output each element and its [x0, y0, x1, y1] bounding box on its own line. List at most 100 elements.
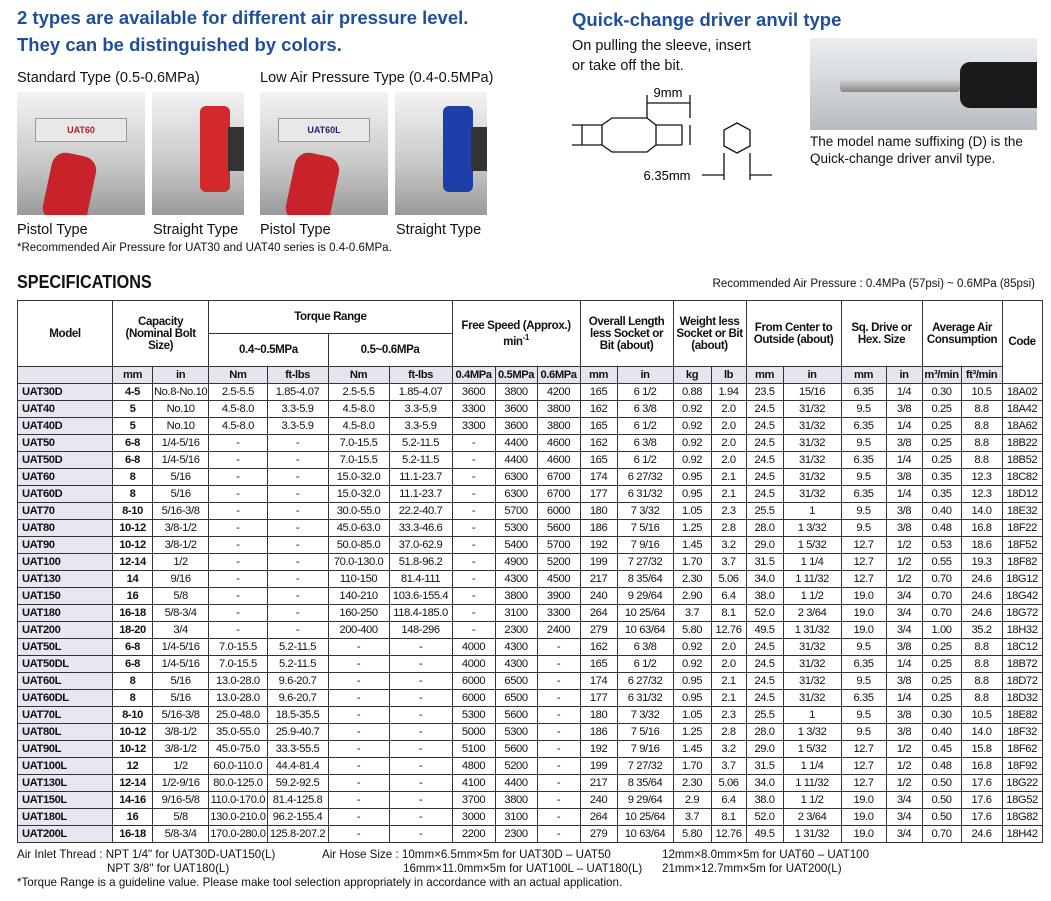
- cell: 165: [579, 655, 618, 673]
- cell: 6000: [451, 672, 496, 690]
- cell: 8.8: [960, 451, 1003, 469]
- cell: -: [451, 553, 496, 571]
- cell: 0.70: [921, 587, 962, 605]
- cell: 9.6-20.7: [266, 689, 329, 707]
- cell: 2.9: [672, 791, 712, 809]
- photo-anvil: [810, 38, 1037, 130]
- row: UAT100L 12 1/2 60.0-110.0 44.4-81.4- -4800 520…: [17, 757, 1043, 775]
- cell: 23.5: [745, 383, 784, 401]
- cell: 10-12: [112, 519, 153, 537]
- cell: 70.0-130.0: [327, 553, 390, 571]
- cell: 2.5-5.5: [208, 383, 268, 401]
- cell: -: [266, 502, 329, 520]
- cell: 4300: [494, 570, 538, 588]
- cell: 9.5: [840, 519, 887, 537]
- cell: 38.0: [745, 587, 784, 605]
- cell: 7.0-15.5: [327, 451, 390, 469]
- cell: 5300: [494, 519, 538, 537]
- cell: 1/4-5/16: [151, 451, 210, 469]
- cell: 110.0-170.0: [208, 791, 268, 809]
- cell: 5.80: [672, 621, 712, 639]
- cell: 0.25: [921, 689, 962, 707]
- cell: 5.2-11.5: [388, 451, 453, 469]
- cell: 3/8-1/2: [151, 723, 210, 741]
- cell: 18-20: [112, 621, 153, 639]
- cell: 24.5: [745, 468, 784, 486]
- cell: -: [451, 519, 496, 537]
- row: UAT180L 16 5/8 130.0-210.0 96.2-155.4- -3000 3…: [17, 808, 1043, 826]
- cell: 52.0: [745, 604, 784, 622]
- cell: 38.0: [745, 791, 784, 809]
- photo-pistol: UAT60L: [260, 92, 388, 215]
- cell: 18F32: [1001, 723, 1043, 741]
- cell: 24.5: [745, 672, 784, 690]
- cell: 170.0-280.0: [208, 825, 268, 843]
- cell: 3600: [494, 417, 538, 435]
- row: UAT90 10-12 3/8-1/2- -50.0-85.0 37.0-62.9-54…: [17, 536, 1043, 554]
- anvil-note: The model name suffixing (D) is the: [810, 134, 1023, 149]
- cell: 13.0-28.0: [208, 689, 268, 707]
- cell: 31/32: [782, 672, 842, 690]
- cell: 12.7: [840, 553, 887, 571]
- cell: 3.2: [710, 536, 747, 554]
- cell: 1.85-4.07: [388, 383, 453, 401]
- cell: 0.50: [921, 791, 962, 809]
- cell: 165: [579, 417, 618, 435]
- cell: 10-12: [112, 723, 153, 741]
- cell: 1 31/32: [782, 621, 842, 639]
- cell: -: [266, 621, 329, 639]
- cell: UAT50DL: [17, 655, 113, 673]
- cell: 18B72: [1001, 655, 1043, 673]
- cell: 4000: [451, 655, 496, 673]
- cell: UAT60: [17, 468, 113, 486]
- cell: 1 1/4: [782, 553, 842, 571]
- cell: 14-16: [112, 791, 153, 809]
- cell: -: [536, 638, 581, 656]
- cell: 7 3/32: [616, 502, 674, 520]
- cell: 3700: [451, 791, 496, 809]
- cell: 5300: [451, 706, 496, 724]
- cell: 1/2: [151, 553, 210, 571]
- cell: -: [451, 468, 496, 486]
- row: UAT60D 8 5/16- -15.0-32.0 11.1-23.7-6300 6700…: [17, 485, 1043, 503]
- cell: 12.7: [840, 740, 887, 758]
- photo-straight: [152, 92, 244, 215]
- cell: 8.8: [960, 434, 1003, 452]
- cell: 18.5-35.5: [266, 706, 329, 724]
- cell: 199: [579, 757, 618, 775]
- cell: 2.1: [710, 468, 747, 486]
- cell: 2.0: [710, 434, 747, 452]
- cell: 15/16: [782, 383, 842, 401]
- photo-label: UAT60L: [278, 118, 370, 142]
- cell: -: [208, 604, 268, 622]
- unit-cell: mm: [745, 366, 784, 384]
- unit-cell: in: [782, 366, 842, 384]
- grip: [40, 150, 99, 215]
- cell: 22.2-40.7: [388, 502, 453, 520]
- cell: -: [451, 621, 496, 639]
- cell: 5700: [494, 502, 538, 520]
- cell: -: [536, 706, 581, 724]
- cell: 18A62: [1001, 417, 1043, 435]
- cell: -: [327, 774, 390, 792]
- cell: 140-210: [327, 587, 390, 605]
- cell: 6000: [451, 689, 496, 707]
- cell: 0.95: [672, 672, 712, 690]
- cell: 1/2: [151, 757, 210, 775]
- cell: 279: [579, 825, 618, 843]
- unit-cell: in: [885, 366, 923, 384]
- cell: 19.0: [840, 604, 887, 622]
- cell: 1/2: [885, 757, 923, 775]
- cell: 31/32: [782, 485, 842, 503]
- cell: 6500: [494, 672, 538, 690]
- cell: 1: [782, 706, 842, 724]
- cell: 9 29/64: [616, 791, 674, 809]
- header: From Center to Outside (about): [745, 300, 842, 367]
- cell: 8.1: [710, 808, 747, 826]
- cell: 1 5/32: [782, 740, 842, 758]
- cell: 1 11/32: [782, 570, 842, 588]
- cell: 4500: [536, 570, 581, 588]
- cell: 37.0-62.9: [388, 536, 453, 554]
- row: UAT60L 8 5/16 13.0-28.0 9.6-20.7- -6000 6500-1…: [17, 672, 1043, 690]
- cell: 1/4: [885, 383, 923, 401]
